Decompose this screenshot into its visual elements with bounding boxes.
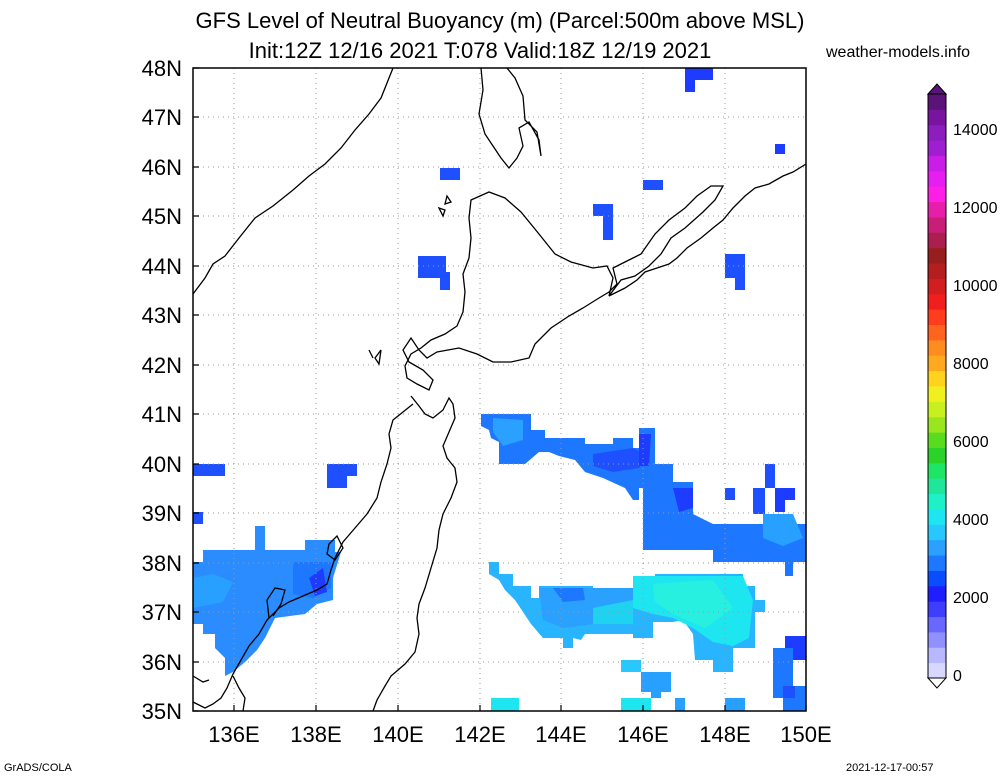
colorbar-segment — [928, 462, 946, 479]
colorbar-segment — [928, 124, 946, 141]
colorbar — [926, 83, 948, 689]
lat-label-44n: 44N — [141, 254, 182, 279]
colorbar-segment — [928, 631, 946, 648]
lat-label-37n: 37N — [141, 600, 182, 625]
lon-label-138e: 138E — [290, 722, 342, 747]
map-plot-area — [192, 67, 807, 712]
colorbar-label-4000: 4000 — [953, 512, 989, 529]
plot-frame — [192, 67, 807, 712]
colorbar-segment — [928, 201, 946, 218]
colorbar-segment — [928, 94, 946, 110]
buoyancy-field — [193, 68, 806, 711]
colorbar-segments — [926, 83, 948, 689]
colorbar-label-6000: 6000 — [953, 434, 989, 451]
credit-text: weather-models.info — [826, 44, 971, 61]
map-subtitle: Init:12Z 12/16 2021 T:078 Valid:18Z 12/1… — [248, 38, 712, 63]
colorbar-segment — [928, 585, 946, 602]
colorbar-segment — [928, 263, 946, 279]
lat-label-45n: 45N — [141, 204, 182, 229]
lat-label-48n: 48N — [141, 56, 182, 81]
colorbar-segment — [928, 524, 946, 541]
colorbar-segment — [928, 170, 946, 187]
coastlines — [192, 67, 807, 712]
lat-label-41n: 41N — [141, 402, 182, 427]
lat-label-47n: 47N — [141, 105, 182, 130]
colorbar-segment — [928, 555, 946, 571]
lat-label-36n: 36N — [141, 650, 182, 675]
colorbar-segment — [928, 647, 946, 664]
colorbar-segment — [928, 355, 946, 372]
colorbar-segment — [928, 216, 946, 233]
colorbar-segment — [928, 539, 946, 556]
colorbar-label-12000: 12000 — [953, 200, 998, 217]
lat-label-46n: 46N — [141, 155, 182, 180]
colorbar-frame — [927, 93, 947, 679]
colorbar-segment — [928, 478, 946, 495]
colorbar-segment — [928, 386, 946, 402]
colorbar-segment — [928, 416, 946, 433]
tick-marks — [193, 67, 807, 712]
colorbar-segment — [928, 278, 946, 295]
colorbar-label-8000: 8000 — [953, 356, 989, 373]
lon-label-148e: 148E — [699, 722, 751, 747]
colorbar-segment — [928, 324, 946, 341]
colorbar-segment — [928, 140, 946, 156]
colorbar-segment — [928, 339, 946, 356]
lon-label-136e: 136E — [208, 722, 260, 747]
colorbar-segment — [928, 508, 946, 525]
colorbar-segment — [928, 247, 946, 264]
lat-label-38n: 38N — [141, 551, 182, 576]
colorbar-segment — [928, 447, 946, 464]
colorbar-label-10000: 10000 — [953, 278, 998, 295]
footer-software: GrADS/COLA — [4, 762, 72, 774]
colorbar-segment — [928, 186, 946, 203]
colorbar-segment — [928, 155, 946, 172]
colorbar-segment — [928, 570, 946, 587]
colorbar-segment — [928, 616, 946, 633]
map-title: GFS Level of Neutral Buoyancy (m) (Parce… — [195, 8, 805, 33]
lat-label-43n: 43N — [141, 303, 182, 328]
lat-label-39n: 39N — [141, 501, 182, 526]
colorbar-segment — [928, 432, 946, 448]
colorbar-segment — [928, 293, 946, 310]
colorbar-segment — [928, 370, 946, 387]
lon-label-146e: 146E — [617, 722, 669, 747]
lat-label-35n: 35N — [141, 699, 182, 724]
colorbar-segment — [928, 493, 946, 510]
colorbar-segment — [928, 109, 946, 126]
colorbar-label-0: 0 — [953, 668, 962, 685]
colorbar-label-2000: 2000 — [953, 590, 989, 607]
colorbar-min-arrow — [926, 677, 948, 689]
colorbar-max-arrow — [926, 83, 948, 95]
lat-label-40n: 40N — [141, 452, 182, 477]
colorbar-segment — [928, 601, 946, 618]
footer-timestamp: 2021-12-17-00:57 — [846, 762, 934, 774]
colorbar-segment — [928, 401, 946, 418]
lat-label-42n: 42N — [141, 353, 182, 378]
colorbar-segment — [928, 662, 946, 679]
lon-label-144e: 144E — [535, 722, 587, 747]
lon-label-142e: 142E — [454, 722, 506, 747]
colorbar-segment — [928, 309, 946, 326]
colorbar-segment — [928, 232, 946, 249]
lon-label-150e: 150E — [780, 722, 832, 747]
colorbar-label-14000: 14000 — [953, 122, 998, 139]
lon-label-140e: 140E — [372, 722, 424, 747]
